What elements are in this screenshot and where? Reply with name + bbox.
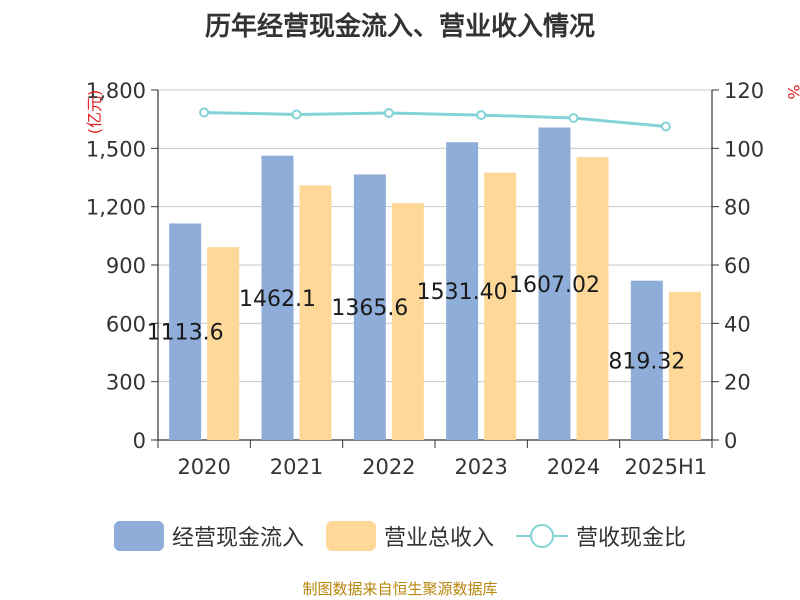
y-right-tick-label: 40 (724, 312, 751, 336)
data-label-cash-inflow: 1607.02 (509, 273, 600, 298)
legend-item-cash[interactable]: 经营现金流入 (113, 520, 304, 552)
ratio-point (660, 121, 671, 132)
x-tick-label: 2025H1 (625, 455, 708, 479)
legend-swatch-cash (113, 521, 164, 551)
bar-cash-inflow (630, 280, 663, 440)
legend-item-ratio[interactable]: 营收现金比 (516, 520, 686, 552)
ratio-point (476, 110, 487, 121)
source-footer: 制图数据来自恒生聚源数据库 (302, 580, 498, 598)
ratio-point (568, 113, 579, 123)
bar-revenue (668, 291, 701, 440)
legend-item-revenue[interactable]: 营业总收入 (325, 520, 494, 552)
legend-label-revenue: 营业总收入 (383, 526, 494, 551)
y-right-axis-label: % (784, 84, 800, 99)
y-right-tick-label: 20 (724, 371, 751, 395)
chart-title: 历年经营现金流入、营业收入情况 (204, 12, 595, 42)
data-label-cash-inflow: 1113.6 (147, 321, 224, 346)
y-left-tick-label: 1,800 (86, 79, 146, 103)
data-label-cash-inflow: 1365.6 (331, 296, 408, 321)
y-left-tick-label: 1,200 (86, 196, 146, 220)
data-label-cash-inflow: 819.32 (608, 349, 685, 374)
chart-legend: 经营现金流入 营业总收入 营收现金比 (0, 516, 800, 556)
y-right-tick-label: 80 (724, 196, 751, 220)
y-left-axis-label: (亿元) (85, 90, 104, 135)
y-right-tick-label: 0 (724, 429, 737, 453)
bar-cash-inflow (538, 127, 571, 441)
y-left-tick-label: 900 (106, 254, 146, 278)
bar-cash-inflow (353, 174, 386, 440)
x-tick-label: 2021 (270, 455, 323, 479)
legend-label-cash: 经营现金流入 (171, 526, 304, 551)
legend-swatch-ratio (516, 521, 568, 551)
x-tick-label: 2024 (547, 455, 600, 479)
bar-cash-inflow (261, 155, 294, 441)
ratio-point (199, 107, 210, 118)
data-label-cash-inflow: 1531.40 (417, 280, 508, 305)
y-right-tick-label: 120 (724, 79, 764, 103)
data-label-cash-inflow: 1462.1 (239, 287, 316, 312)
bar-cash-inflow (446, 142, 479, 440)
ratio-point (291, 109, 302, 120)
bar-revenue (576, 157, 609, 441)
x-tick-label: 2023 (454, 455, 507, 479)
bar-revenue (207, 247, 240, 440)
bar-cash-inflow (169, 223, 202, 440)
bar-revenue (299, 185, 332, 440)
ratio-line (204, 110, 666, 128)
bar-revenue (391, 203, 424, 440)
y-right-tick-label: 60 (724, 254, 751, 278)
x-tick-label: 2022 (362, 455, 415, 479)
x-tick-label: 2020 (177, 455, 230, 479)
ratio-point (383, 108, 394, 119)
y-left-tick-label: 1,500 (86, 137, 146, 161)
y-left-tick-label: 0 (133, 429, 146, 453)
y-left-tick-label: 600 (106, 312, 146, 336)
legend-label-ratio: 营收现金比 (576, 526, 687, 551)
legend-swatch-revenue (325, 521, 376, 551)
chart-canvas: 0 300 600 900 1,200 1,500 1,800 0 20 40 60 80 100 120… (85, 79, 800, 479)
y-right-tick-label: 100 (724, 137, 764, 161)
y-left-tick-label: 300 (106, 371, 146, 395)
bar-revenue (484, 172, 517, 440)
